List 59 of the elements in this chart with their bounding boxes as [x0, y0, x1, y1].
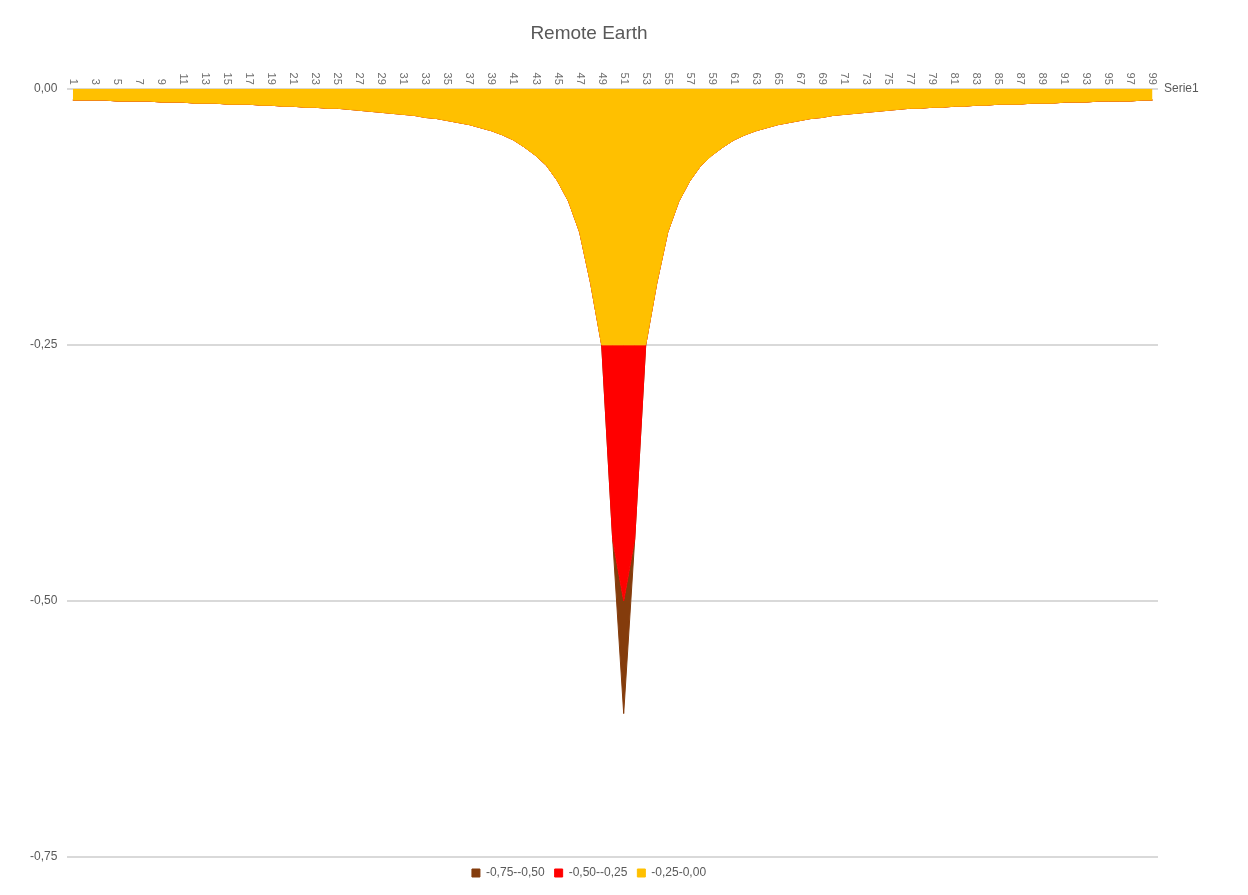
x-tick-label: 17 — [244, 72, 257, 85]
x-tick-label: 25 — [332, 72, 345, 85]
x-tick-label: 5 — [111, 78, 124, 85]
x-tick-label: 75 — [883, 72, 896, 85]
x-tick-label: 65 — [772, 72, 785, 85]
x-tick-label: 13 — [200, 72, 213, 85]
x-tick-label: 63 — [750, 72, 763, 85]
x-tick-label: 27 — [354, 72, 367, 85]
x-tick-label: 43 — [530, 72, 543, 85]
x-tick-label: 45 — [552, 72, 565, 85]
x-tick-label: 39 — [486, 72, 499, 85]
text: Serie1 — [1164, 81, 1200, 96]
x-tick-label: 99 — [1147, 72, 1160, 85]
x-tick-label: 55 — [662, 72, 675, 85]
x-tick-label: 1 — [67, 78, 80, 85]
x-tick-label: 21 — [288, 72, 301, 85]
x-tick-label: 49 — [596, 72, 609, 85]
x-tick-label: 89 — [1037, 72, 1050, 85]
x-tick-label: 71 — [838, 72, 851, 85]
x-tick-label: 53 — [640, 72, 653, 85]
y-tick-label: -0,75 — [29, 849, 58, 864]
x-tick-label: 41 — [508, 72, 521, 85]
x-tick-label: 77 — [905, 72, 918, 85]
x-tick-label: 19 — [266, 72, 279, 85]
x-tick-label: 37 — [464, 72, 477, 85]
x-tick-label: 51 — [618, 72, 631, 85]
x-tick-label: 57 — [684, 72, 697, 85]
x-tick-label: 91 — [1059, 72, 1072, 85]
x-tick-label: 73 — [861, 72, 874, 85]
x-tick-label: 97 — [1125, 72, 1138, 85]
x-tick-label: 61 — [728, 72, 741, 85]
legend-label: -0,50--0,25 — [568, 865, 628, 880]
legend-label: -0,25-0,00 — [651, 865, 707, 880]
x-tick-label: 47 — [574, 72, 587, 85]
y-tick-label: 0,00 — [33, 81, 58, 96]
legend-label: -0,75--0,50 — [485, 865, 545, 880]
x-tick-label: 31 — [398, 72, 411, 85]
x-tick-label: 93 — [1081, 72, 1094, 85]
x-tick-label: 79 — [927, 72, 940, 85]
x-tick-label: 3 — [89, 78, 102, 85]
x-tick-label: 87 — [1015, 72, 1028, 85]
x-tick-label: 67 — [794, 72, 807, 85]
x-tick-label: 11 — [178, 73, 190, 85]
y-tick-label: -0,25 — [29, 337, 58, 352]
x-tick-label: 15 — [222, 72, 235, 85]
x-tick-label: 23 — [310, 72, 323, 85]
x-tick-label: 33 — [420, 72, 433, 85]
x-tick-label: 35 — [442, 72, 455, 85]
chart-title: Remote Earth — [530, 21, 648, 43]
x-tick-label: 7 — [133, 78, 146, 85]
x-tick-label: 83 — [971, 72, 984, 85]
x-tick-label: 9 — [155, 78, 168, 85]
x-tick-label: 81 — [949, 72, 962, 85]
y-tick-label: -0,50 — [29, 593, 58, 608]
x-tick-label: 95 — [1103, 72, 1116, 85]
x-tick-label: 29 — [376, 72, 389, 85]
x-tick-label: 59 — [706, 72, 719, 85]
x-tick-label: 85 — [993, 72, 1006, 85]
x-tick-label: 69 — [816, 72, 829, 85]
